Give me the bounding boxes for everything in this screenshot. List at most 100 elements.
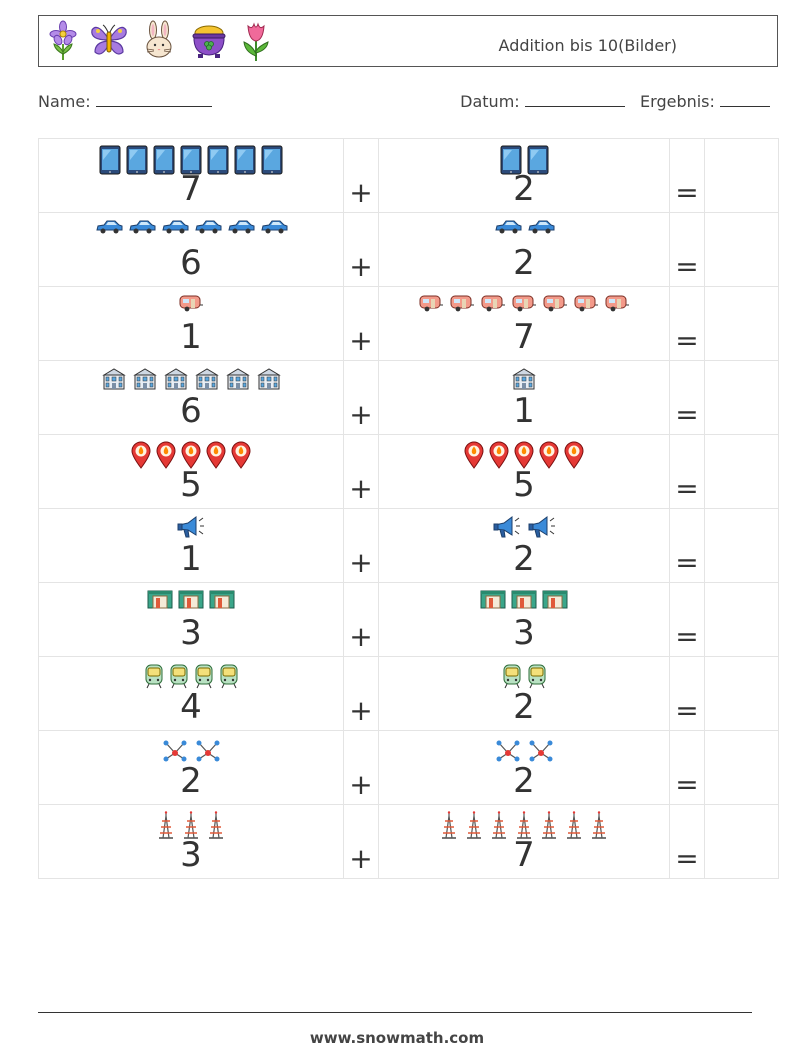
addend-a-icons bbox=[39, 441, 343, 469]
addend-b-number: 1 bbox=[513, 391, 535, 431]
network-icon bbox=[494, 737, 522, 763]
tablet-icon bbox=[207, 145, 229, 175]
answer-cell[interactable] bbox=[704, 286, 779, 361]
tower-icon bbox=[464, 811, 484, 839]
building-icon bbox=[132, 367, 158, 391]
answer-cell[interactable] bbox=[704, 804, 779, 879]
addend-b-cell: 5 bbox=[378, 434, 670, 509]
building-icon bbox=[511, 367, 537, 391]
problem-row: 6 +2 = bbox=[38, 212, 779, 287]
tower-icon bbox=[439, 811, 459, 839]
addend-a-number: 4 bbox=[180, 687, 202, 727]
name-field[interactable]: Name: bbox=[38, 92, 212, 111]
answer-cell[interactable] bbox=[704, 730, 779, 805]
equals-sign: = bbox=[675, 694, 699, 727]
equals-cell: = bbox=[669, 212, 705, 287]
addend-b-icons bbox=[379, 367, 669, 391]
camper-icon bbox=[542, 293, 568, 313]
result-blank[interactable] bbox=[720, 92, 770, 107]
camper-icon bbox=[449, 293, 475, 313]
plus-sign: + bbox=[349, 176, 373, 209]
name-blank[interactable] bbox=[95, 92, 212, 107]
equals-cell: = bbox=[669, 656, 705, 731]
plus-sign: + bbox=[349, 694, 373, 727]
location-pin-icon bbox=[514, 441, 534, 469]
plus-sign: + bbox=[349, 324, 373, 357]
addend-a-number: 6 bbox=[180, 391, 202, 431]
car-icon bbox=[161, 219, 189, 235]
answer-cell[interactable] bbox=[704, 138, 779, 213]
answer-cell[interactable] bbox=[704, 582, 779, 657]
megaphone-icon bbox=[527, 515, 557, 541]
network-icon bbox=[527, 737, 555, 763]
addend-a-number: 6 bbox=[180, 243, 202, 283]
addend-b-icons bbox=[379, 441, 669, 469]
addend-b-icons bbox=[379, 515, 669, 541]
equals-sign: = bbox=[675, 472, 699, 505]
equals-sign: = bbox=[675, 842, 699, 875]
car-icon bbox=[128, 219, 156, 235]
car-icon bbox=[494, 219, 522, 235]
problem-row: 7 +2 = bbox=[38, 138, 779, 213]
equals-cell: = bbox=[669, 434, 705, 509]
garage-icon bbox=[178, 589, 204, 609]
equals-cell: = bbox=[669, 804, 705, 879]
addend-a-cell: 1 bbox=[38, 508, 344, 583]
equals-cell: = bbox=[669, 730, 705, 805]
garage-icon bbox=[511, 589, 537, 609]
addend-a-icons bbox=[39, 737, 343, 763]
plus-sign: + bbox=[349, 398, 373, 431]
addend-a-cell: 5 bbox=[38, 434, 344, 509]
date-blank[interactable] bbox=[524, 92, 625, 107]
location-pin-icon bbox=[206, 441, 226, 469]
tower-icon bbox=[156, 811, 176, 839]
addend-a-icons bbox=[39, 663, 343, 689]
flower-icon bbox=[49, 20, 77, 60]
tulip-icon bbox=[243, 22, 269, 61]
tablet-icon bbox=[99, 145, 121, 175]
plus-sign: + bbox=[349, 472, 373, 505]
tablet-icon bbox=[153, 145, 175, 175]
equals-cell: = bbox=[669, 508, 705, 583]
equals-cell: = bbox=[669, 286, 705, 361]
plus-cell: + bbox=[343, 656, 379, 731]
addend-a-cell: 2 bbox=[38, 730, 344, 805]
plus-cell: + bbox=[343, 212, 379, 287]
tablet-icon bbox=[261, 145, 283, 175]
tower-icon bbox=[564, 811, 584, 839]
tower-icon bbox=[181, 811, 201, 839]
plus-sign: + bbox=[349, 620, 373, 653]
addend-a-number: 7 bbox=[180, 169, 202, 209]
building-icon bbox=[256, 367, 282, 391]
answer-cell[interactable] bbox=[704, 212, 779, 287]
answer-cell[interactable] bbox=[704, 508, 779, 583]
problem-row: 2 +2 = bbox=[38, 730, 779, 805]
tablet-icon bbox=[126, 145, 148, 175]
garage-icon bbox=[209, 589, 235, 609]
addend-a-number: 3 bbox=[180, 835, 202, 875]
addend-a-cell: 1 bbox=[38, 286, 344, 361]
tablet-icon bbox=[500, 145, 522, 175]
problem-row: 3 +7 = bbox=[38, 804, 779, 879]
plus-cell: + bbox=[343, 434, 379, 509]
pot-of-gold-icon bbox=[192, 25, 226, 58]
addend-a-number: 5 bbox=[180, 465, 202, 505]
answer-cell[interactable] bbox=[704, 434, 779, 509]
addend-b-number: 2 bbox=[513, 687, 535, 727]
plus-sign: + bbox=[349, 842, 373, 875]
plus-cell: + bbox=[343, 360, 379, 435]
tram-icon bbox=[144, 663, 164, 689]
location-pin-icon bbox=[489, 441, 509, 469]
megaphone-icon bbox=[492, 515, 522, 541]
answer-cell[interactable] bbox=[704, 656, 779, 731]
addend-a-cell: 3 bbox=[38, 804, 344, 879]
car-icon bbox=[95, 219, 123, 235]
addend-b-number: 3 bbox=[513, 613, 535, 653]
answer-cell[interactable] bbox=[704, 360, 779, 435]
addend-a-icons bbox=[39, 219, 343, 235]
problem-row: 6 +1 = bbox=[38, 360, 779, 435]
equals-sign: = bbox=[675, 176, 699, 209]
addend-b-icons bbox=[379, 737, 669, 763]
location-pin-icon bbox=[156, 441, 176, 469]
addend-a-icons bbox=[39, 293, 343, 313]
